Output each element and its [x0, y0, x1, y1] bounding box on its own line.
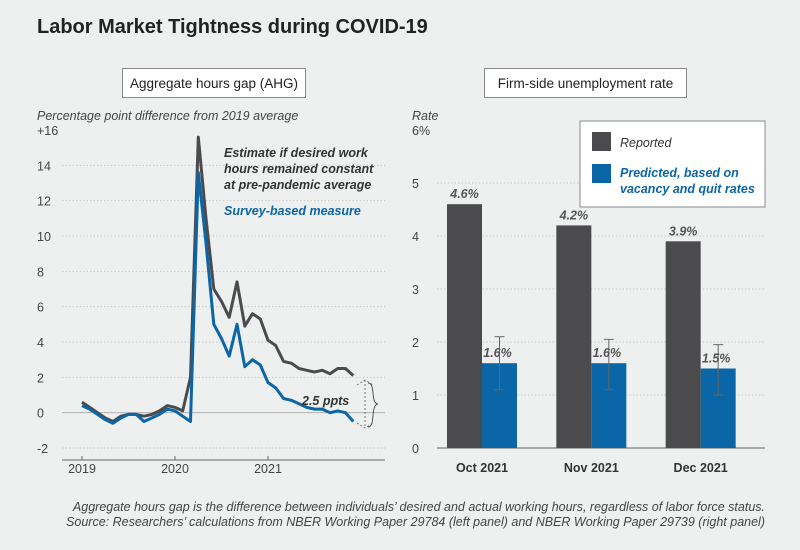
legend-swatch-reported	[592, 132, 611, 151]
right-panel-title: Firm-side unemployment rate	[484, 68, 687, 98]
left-y-tick-label: +16	[37, 124, 58, 138]
bar-reported	[447, 204, 482, 448]
data-label-predicted: 1.5%	[702, 352, 731, 366]
chart-title: Labor Market Tightness during COVID-19	[37, 16, 428, 38]
right-x-tick-label: Nov 2021	[564, 461, 619, 475]
left-y-tick-labels: -2 0 2 4 6 8 10 12 14 +16	[37, 124, 58, 456]
data-label-predicted: 1.6%	[593, 346, 622, 360]
right-y-tick-label: 0	[412, 442, 419, 456]
legend: Reported Predicted, based on vacancy and…	[579, 120, 766, 208]
right-y-tick-labels: 0 1 2 3 4 5 6%	[412, 124, 430, 456]
left-y-tick-label: -2	[37, 442, 48, 456]
right-y-tick-label: 2	[412, 336, 419, 350]
left-y-tick-label: 0	[37, 407, 44, 421]
legend-swatch-predicted	[592, 164, 611, 183]
left-y-tick-label: 14	[37, 159, 51, 173]
notes-line-1: Aggregate hours gap is the difference be…	[72, 500, 765, 514]
left-y-tick-label: 6	[37, 301, 44, 315]
series-label-estimate-line2: hours remained constant	[224, 162, 374, 176]
bar-reported	[556, 225, 592, 448]
left-x-tick-labels: 2019 2020 2021	[68, 456, 282, 476]
left-x-tick-label: 2020	[161, 462, 189, 476]
left-y-tick-label: 2	[37, 371, 44, 385]
bar-reported	[665, 241, 701, 448]
right-y-tick-label: 5	[412, 177, 419, 191]
series-line-survey	[81, 170, 355, 425]
right-y-tick-label: 1	[412, 389, 419, 403]
right-x-tick-label: Oct 2021	[456, 461, 508, 475]
right-y-tick-label: 6%	[412, 124, 430, 138]
legend-label-predicted-line2: vacancy and quit rates	[620, 182, 755, 196]
left-y-tick-label: 4	[37, 336, 44, 350]
right-bars: 4.6% 1.6% 4.2% 1.6% 3.9% 1.5%	[447, 187, 736, 448]
legend-label-predicted-line1: Predicted, based on	[620, 166, 739, 180]
series-label-estimate-line1: Estimate if desired work	[224, 146, 369, 160]
left-panel-title: Aggregate hours gap (AHG)	[122, 68, 306, 98]
left-y-axis-label: Percentage point difference from 2019 av…	[37, 109, 298, 123]
right-y-axis-label: Rate	[412, 109, 438, 123]
right-y-tick-label: 4	[412, 230, 419, 244]
gap-annotation: 2.5 ppts	[301, 379, 379, 429]
left-y-tick-label: 12	[37, 195, 51, 209]
right-x-tick-labels: Oct 2021 Nov 2021 Dec 2021	[456, 461, 728, 475]
left-x-tick-label: 2019	[68, 462, 96, 476]
chart-notes: Aggregate hours gap is the difference be…	[25, 500, 765, 530]
notes-line-2: Source: Researchers’ calculations from N…	[66, 515, 765, 529]
error-bar	[494, 336, 505, 391]
left-y-tick-label: 8	[37, 265, 44, 279]
data-label-reported: 3.9%	[669, 224, 698, 238]
series-label-survey: Survey-based measure	[224, 204, 361, 218]
error-bar	[603, 338, 614, 391]
series-label-estimate-line3: at pre-pandemic average	[224, 178, 371, 192]
data-label-predicted: 1.6%	[483, 346, 512, 360]
error-bar	[713, 344, 724, 396]
gap-annotation-label: 2.5 ppts	[301, 394, 349, 408]
right-y-tick-label: 3	[412, 283, 419, 297]
left-y-tick-label: 10	[37, 230, 51, 244]
data-label-reported: 4.2%	[559, 208, 589, 222]
left-series-lines	[81, 135, 355, 425]
legend-label-reported: Reported	[620, 136, 672, 150]
right-x-tick-label: Dec 2021	[674, 461, 728, 475]
data-label-reported: 4.6%	[449, 187, 479, 201]
left-x-tick-label: 2021	[254, 462, 282, 476]
